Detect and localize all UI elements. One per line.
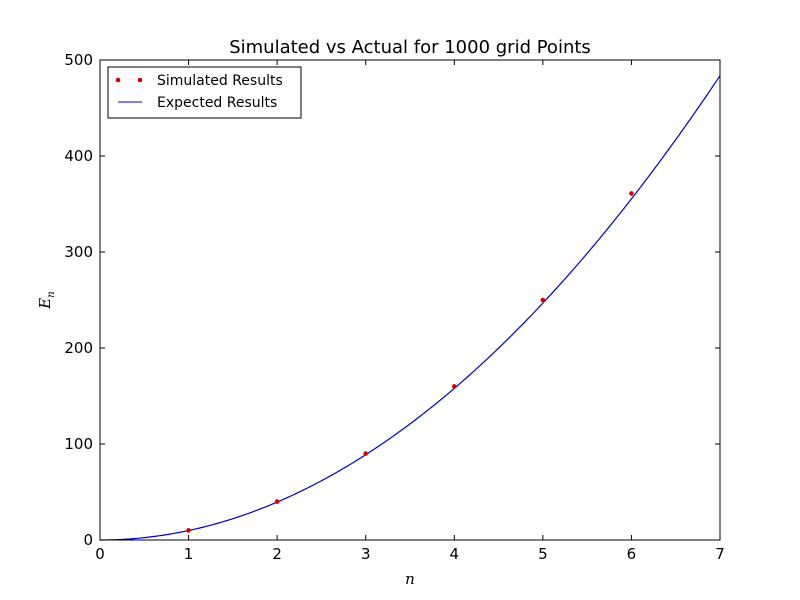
legend: Simulated Results Expected Results xyxy=(107,66,302,119)
x-tick-label-5: 5 xyxy=(538,545,548,563)
x-tick-label-3: 3 xyxy=(361,545,371,563)
y-tick-label-300: 300 xyxy=(64,243,93,261)
y-tick-label-200: 200 xyxy=(64,339,93,357)
simulated-point-6 xyxy=(629,191,634,196)
x-tick-label-7: 7 xyxy=(715,545,725,563)
ticks-layer: 0 1 2 3 4 5 6 7 0 100 200 300 400 500 xyxy=(64,51,724,563)
y-tick-label-100: 100 xyxy=(64,435,93,453)
plot-frame xyxy=(99,59,721,541)
simulated-point-4 xyxy=(451,384,457,389)
y-axis-label-main: E xyxy=(36,298,54,310)
chart-title: Simulated vs Actual for 1000 grid Points xyxy=(229,37,591,58)
legend-marker-simulated-2 xyxy=(137,77,143,83)
svg-text:En: En xyxy=(36,291,57,309)
x-tick-label-1: 1 xyxy=(184,545,194,563)
simulated-point-2 xyxy=(274,499,280,504)
x-tick-label-6: 6 xyxy=(627,545,637,563)
simulated-point-1 xyxy=(186,528,191,533)
legend-label-expected: Expected Results xyxy=(157,95,277,111)
y-tick-label-0: 0 xyxy=(83,531,93,549)
y-tick-label-400: 400 xyxy=(64,147,93,165)
legend-box xyxy=(107,66,302,119)
x-tick-label-0: 0 xyxy=(95,545,105,563)
simulated-point-5 xyxy=(540,297,546,303)
plot-layer xyxy=(99,75,721,541)
series-expected-results-line xyxy=(99,75,721,541)
legend-marker-simulated-1 xyxy=(115,77,121,83)
x-axis-label: n xyxy=(405,570,415,588)
y-axis-label-subscript: n xyxy=(46,291,57,297)
legend-label-simulated: Simulated Results xyxy=(157,73,283,89)
y-axis-label: En xyxy=(36,291,57,309)
x-tick-label-2: 2 xyxy=(272,545,282,563)
simulated-point-3 xyxy=(363,451,369,456)
x-tick-label-4: 4 xyxy=(450,545,460,563)
y-tick-label-500: 500 xyxy=(64,51,93,69)
